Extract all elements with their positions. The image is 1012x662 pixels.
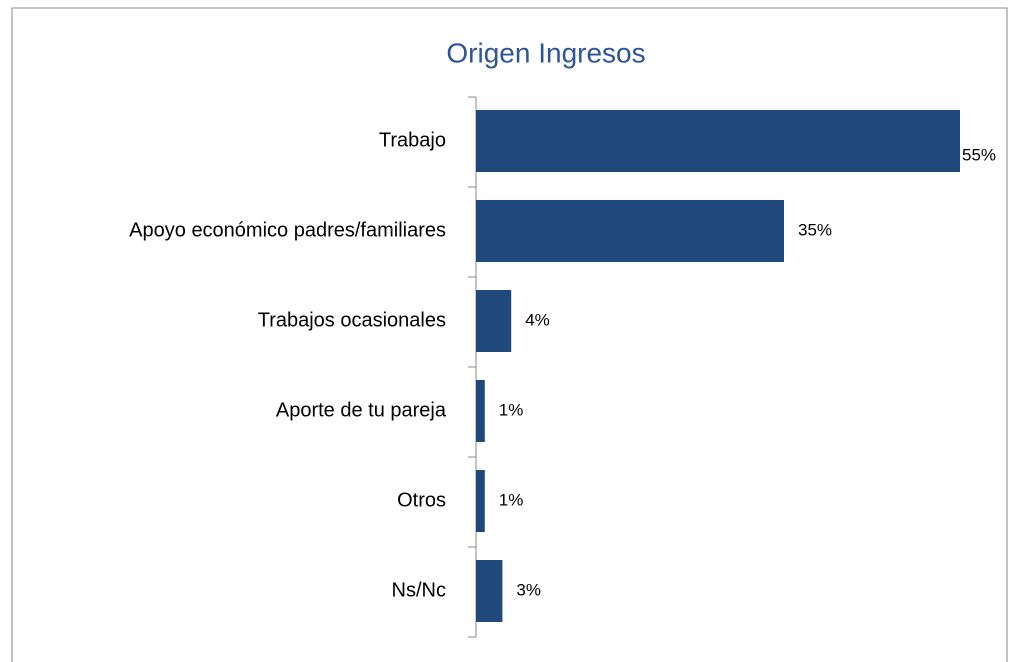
bar (476, 200, 784, 262)
category-label: Trabajo (379, 129, 446, 151)
value-label: 4% (525, 310, 550, 329)
bar (476, 290, 512, 352)
chart-title: Origen Ingresos (446, 37, 645, 68)
value-label: 3% (516, 580, 541, 599)
category-label: Apoyo económico padres/familiares (129, 219, 446, 241)
bar (476, 560, 503, 622)
bar (476, 470, 485, 532)
value-label: 1% (499, 400, 524, 419)
bar (476, 380, 485, 442)
value-label: 55% (962, 145, 996, 164)
category-label: Otros (397, 489, 446, 511)
category-label: Aporte de tu pareja (276, 399, 447, 421)
value-label: 35% (798, 220, 832, 239)
value-label: 1% (499, 490, 524, 509)
category-label: Ns/Nc (392, 579, 446, 601)
category-label: Trabajos ocasionales (258, 309, 446, 331)
bar (476, 110, 960, 172)
